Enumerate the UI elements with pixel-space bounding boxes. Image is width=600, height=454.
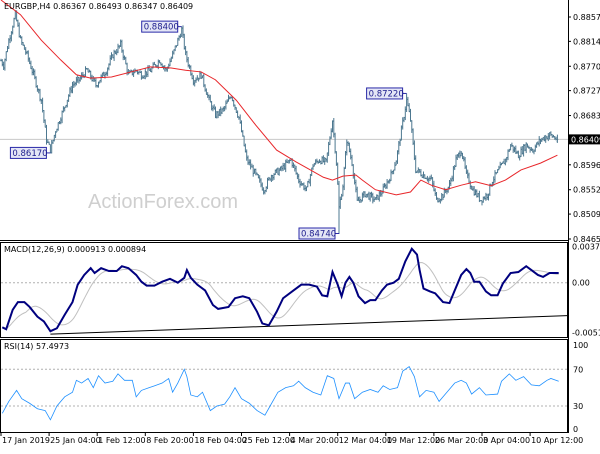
price-label-text: 0.87220	[369, 89, 404, 99]
price-label-text: 0.88400	[144, 23, 179, 33]
rsi-tick-label: 70	[573, 365, 583, 374]
current-price-label: 0.86409	[571, 135, 600, 144]
price-label-high: 0.88400	[142, 21, 182, 32]
time-tick-label: 3 Apr 04:00	[483, 436, 530, 445]
price-label-text: 0.86170	[12, 149, 47, 159]
watermark: ActionForex.com	[88, 191, 238, 213]
time-tick-label: 19 Mar 12:00	[387, 436, 440, 445]
price-panel-title: EURGBP,H4 0.86367 0.86493 0.86347 0.8640…	[4, 2, 193, 11]
rsi-tick-label: 100	[573, 341, 588, 350]
time-tick-label: 12 Mar 04:00	[339, 436, 392, 445]
price-label-text: 0.84740	[301, 230, 336, 240]
time-tick-label: 10 Apr 12:00	[531, 436, 583, 445]
time-tick-label: 18 Feb 04:00	[194, 436, 246, 445]
price-label-high: 0.87220	[367, 88, 407, 100]
price-label-low: 0.84740	[299, 228, 339, 240]
time-tick-label: 4 Mar 20:00	[291, 436, 339, 445]
time-tick-label: 25 Jan 04:00	[50, 436, 101, 445]
time-tick-label: 8 Feb 20:00	[146, 436, 193, 445]
time-tick-label: 17 Jan 2019	[2, 436, 50, 445]
macd-title: MACD(12,26,9) 0.000913 0.000894	[4, 245, 146, 254]
price-label-low: 0.86170	[10, 147, 50, 159]
time-tick-label: 25 Feb 12:00	[243, 436, 295, 445]
rsi-tick-label: 30	[573, 402, 583, 411]
time-tick-label: 1 Feb 12:00	[98, 436, 145, 445]
rsi-tick-label: 0	[573, 425, 578, 434]
macd-tick-label: -0.005152	[572, 329, 600, 338]
time-tick-label: 26 Mar 20:00	[435, 436, 488, 445]
rsi-title: RSI(14) 57.4973	[4, 342, 69, 351]
macd-tick-label: 0.003716	[572, 243, 600, 252]
macd-tick-label: 0.00	[572, 279, 590, 288]
